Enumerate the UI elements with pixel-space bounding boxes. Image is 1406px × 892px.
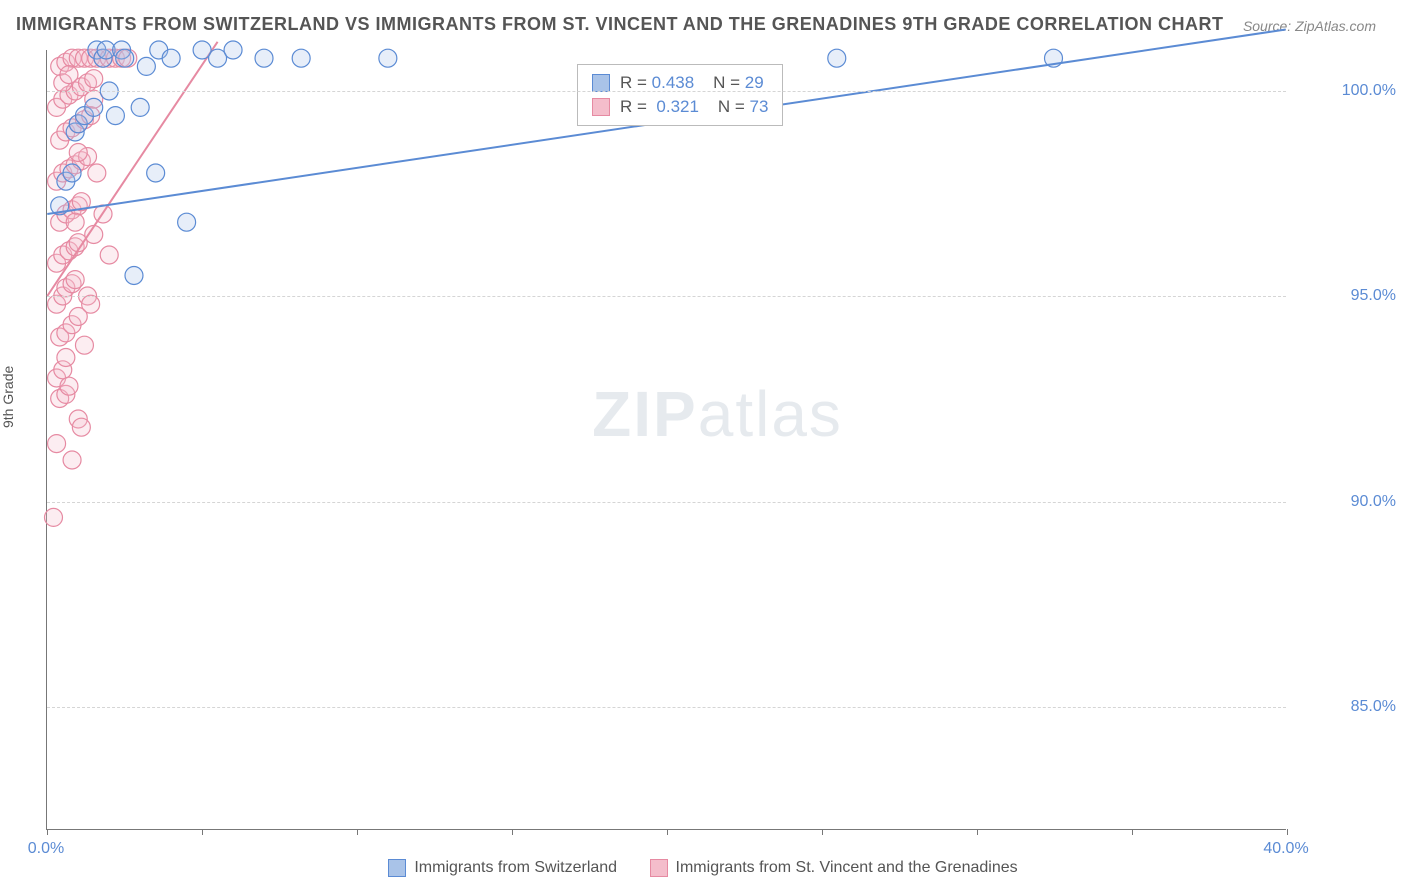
y-axis-label: 9th Grade: [0, 366, 16, 428]
x-tick: [357, 829, 358, 835]
data-point: [292, 49, 310, 67]
data-point: [72, 418, 90, 436]
data-point: [178, 213, 196, 231]
n-label-2: N =: [718, 97, 745, 116]
data-point: [379, 49, 397, 67]
data-point: [75, 336, 93, 354]
data-point: [88, 164, 106, 182]
legend-label-stvincent: Immigrants from St. Vincent and the Gren…: [676, 859, 1018, 877]
data-point: [125, 267, 143, 285]
data-point: [66, 271, 84, 289]
data-point: [147, 164, 165, 182]
legend-label-swiss: Immigrants from Switzerland: [414, 859, 617, 877]
swatch-swiss: [592, 74, 610, 92]
r-stvincent: R = 0.321 N = 73: [620, 97, 768, 117]
data-point: [69, 144, 87, 162]
data-point: [57, 349, 75, 367]
r-label: R =: [620, 73, 647, 92]
legend-item-swiss: Immigrants from Switzerland: [388, 859, 617, 877]
data-point: [85, 98, 103, 116]
bottom-legend: Immigrants from Switzerland Immigrants f…: [0, 859, 1406, 882]
data-point: [63, 451, 81, 469]
data-point: [137, 57, 155, 75]
legend-item-stvincent: Immigrants from St. Vincent and the Gren…: [650, 859, 1018, 877]
data-point: [224, 41, 242, 59]
n-label: N =: [713, 73, 740, 92]
gridline: [47, 707, 1286, 708]
y-tick-label: 95.0%: [1351, 287, 1396, 305]
x-tick: [977, 829, 978, 835]
data-point: [63, 164, 81, 182]
gridline: [47, 91, 1286, 92]
data-point: [162, 49, 180, 67]
data-point: [60, 377, 78, 395]
legend-swatch-swiss: [388, 859, 406, 877]
data-point: [66, 213, 84, 231]
data-point: [60, 66, 78, 84]
gridline: [47, 296, 1286, 297]
n-value-stvincent: 73: [750, 97, 769, 116]
data-point: [48, 435, 66, 453]
stats-row-stvincent: R = 0.321 N = 73: [592, 95, 768, 119]
x-tick: [512, 829, 513, 835]
r-value-swiss: 0.438: [652, 73, 695, 92]
data-point: [100, 246, 118, 264]
r-value-stvincent: 0.321: [656, 97, 699, 116]
r-label-2: R =: [620, 97, 647, 116]
source-attribution: Source: ZipAtlas.com: [1243, 18, 1376, 34]
r-swiss: R = 0.438 N = 29: [620, 73, 764, 93]
x-tick: [822, 829, 823, 835]
data-point: [255, 49, 273, 67]
x-tick: [667, 829, 668, 835]
data-point: [44, 508, 62, 526]
plot-area: ZIPatlas R = 0.438 N = 29 R = 0.321 N = …: [46, 50, 1286, 830]
chart-svg: [47, 50, 1286, 829]
x-tick: [202, 829, 203, 835]
gridline: [47, 502, 1286, 503]
correlation-stats-box: R = 0.438 N = 29 R = 0.321 N = 73: [577, 64, 783, 126]
x-tick: [1132, 829, 1133, 835]
legend-swatch-stvincent: [650, 859, 668, 877]
data-point: [82, 295, 100, 313]
chart-title: IMMIGRANTS FROM SWITZERLAND VS IMMIGRANT…: [16, 14, 1223, 35]
data-point: [106, 107, 124, 125]
data-point: [85, 70, 103, 88]
y-tick-label: 100.0%: [1342, 82, 1396, 100]
x-tick: [47, 829, 48, 835]
x-tick-label: 40.0%: [1263, 840, 1308, 858]
swatch-stvincent: [592, 98, 610, 116]
data-point: [828, 49, 846, 67]
x-tick-label: 0.0%: [28, 840, 64, 858]
y-tick-label: 85.0%: [1351, 698, 1396, 716]
data-point: [131, 98, 149, 116]
source-name: ZipAtlas.com: [1295, 18, 1376, 34]
n-value-swiss: 29: [745, 73, 764, 92]
data-point: [116, 49, 134, 67]
x-tick: [1287, 829, 1288, 835]
y-tick-label: 90.0%: [1351, 493, 1396, 511]
